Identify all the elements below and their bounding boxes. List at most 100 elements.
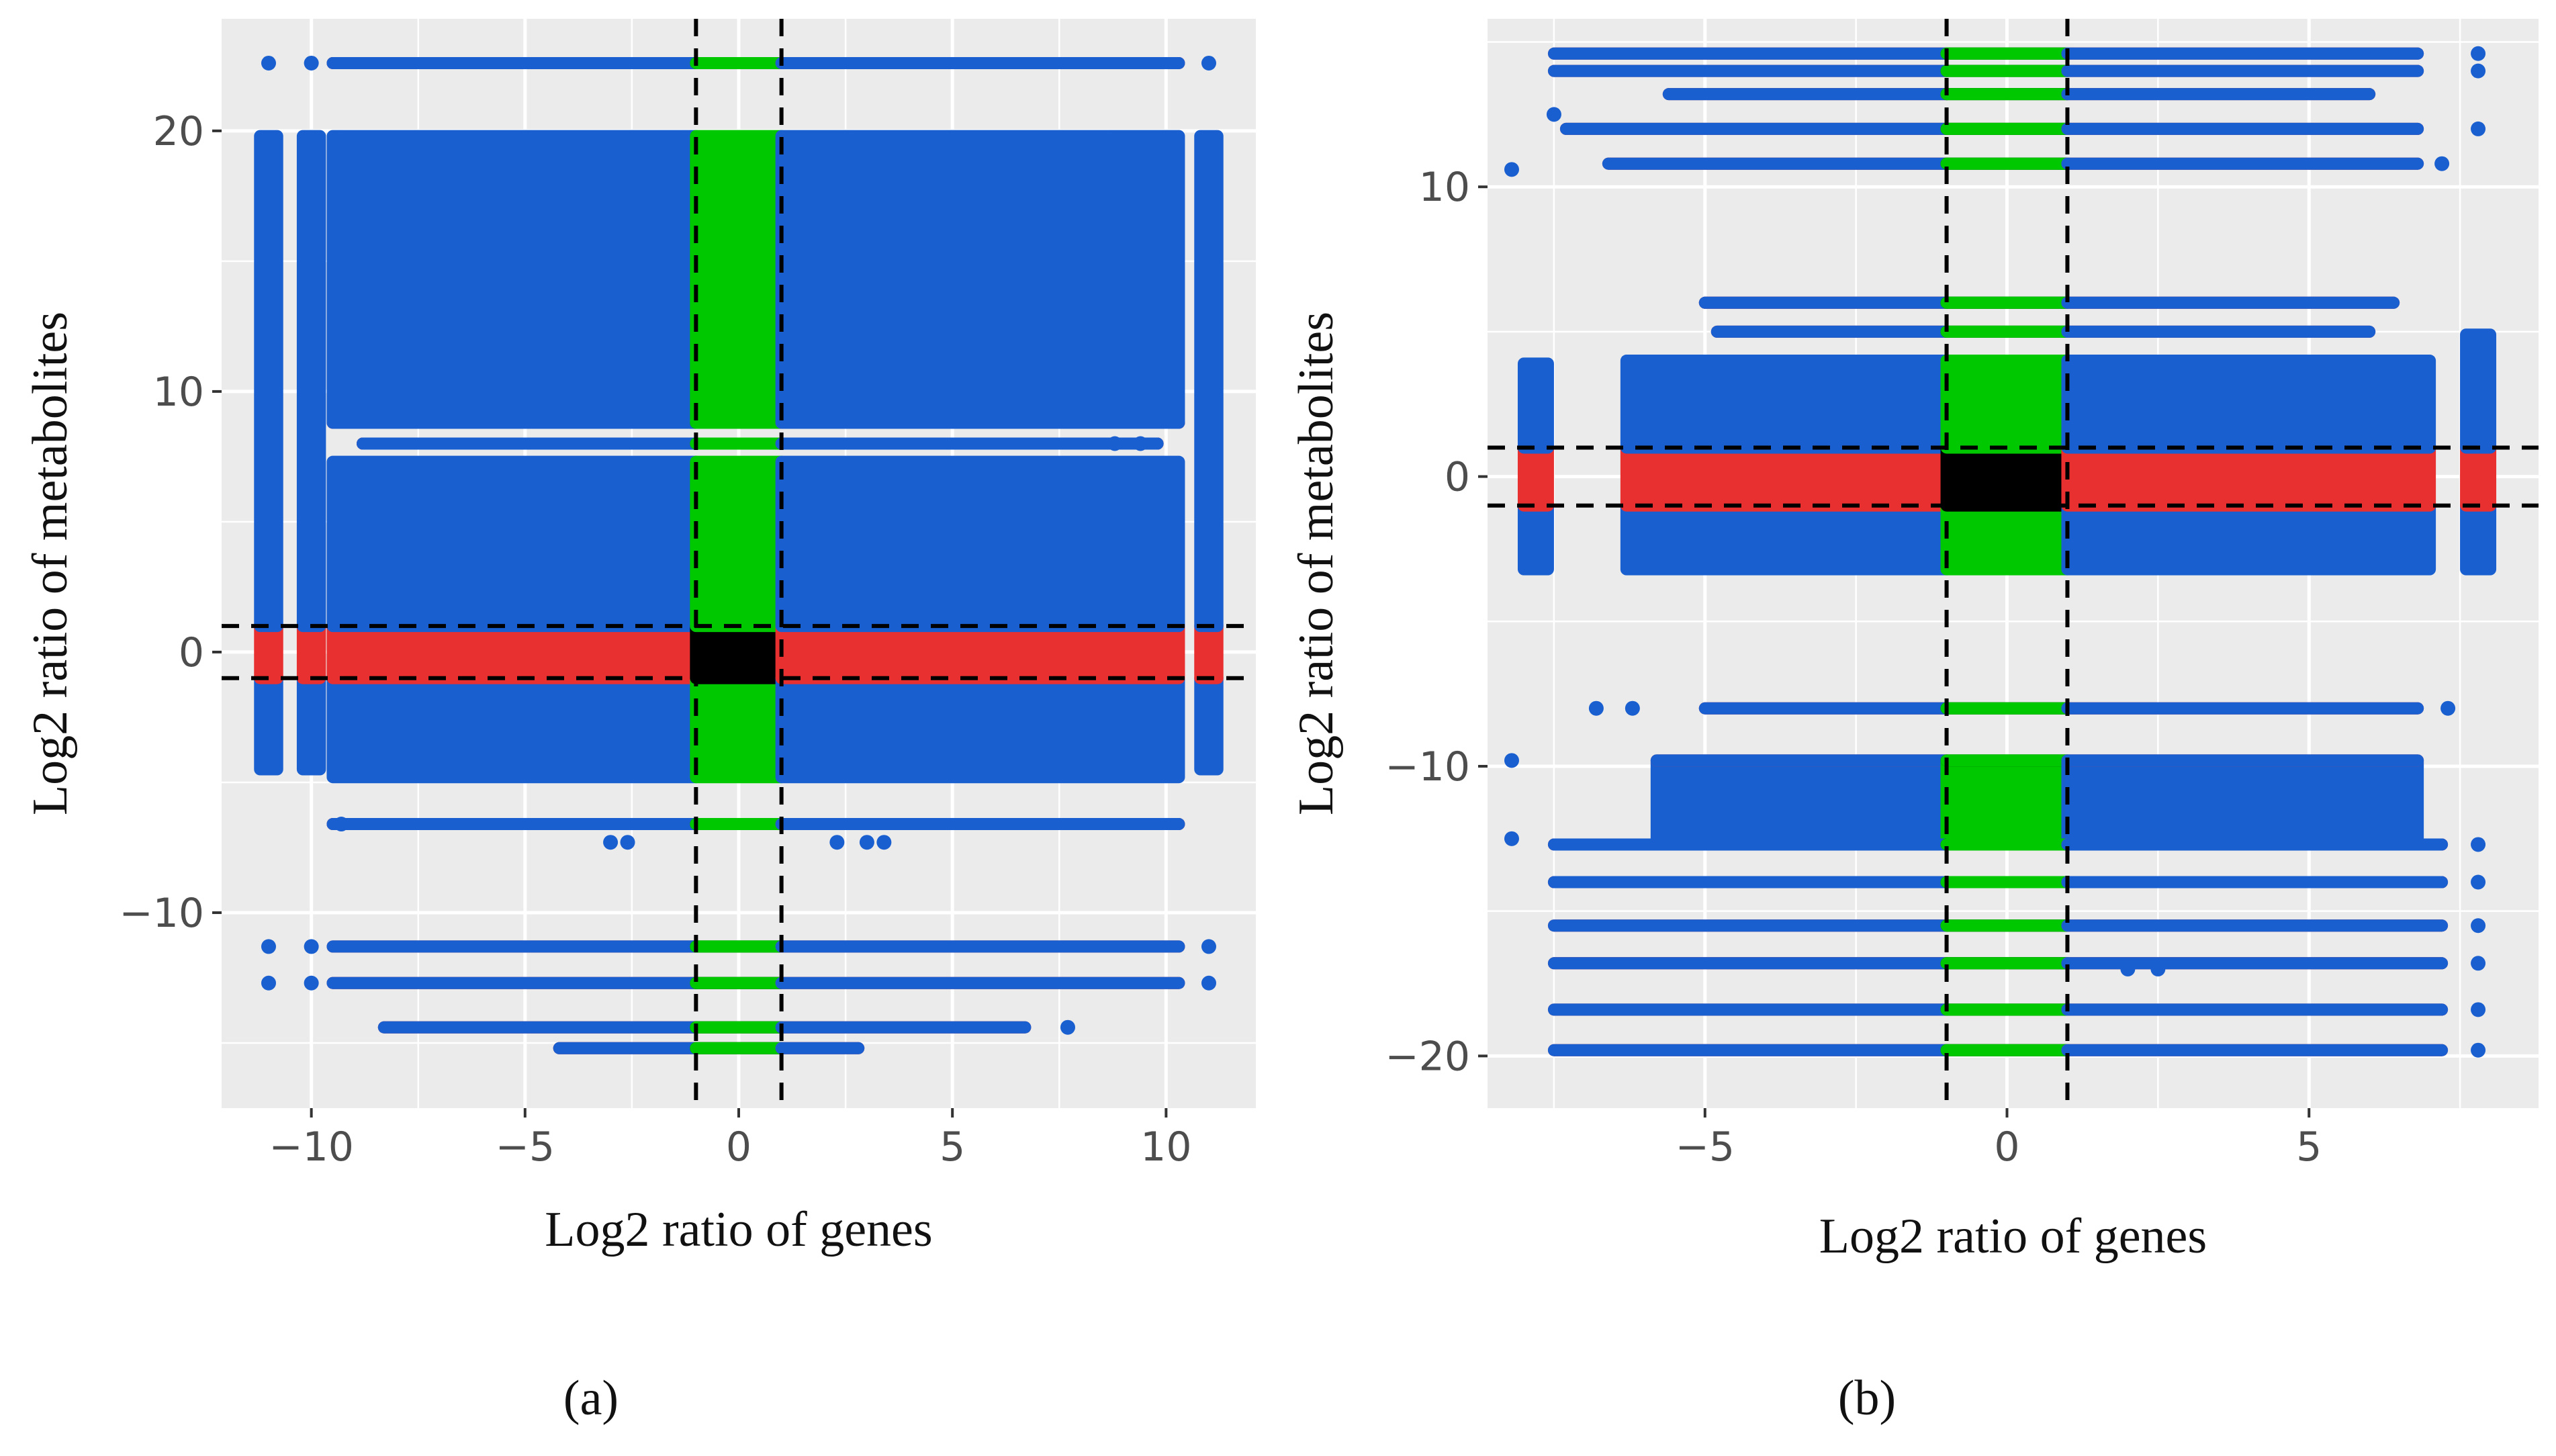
panel-b-point-band <box>2061 64 2424 77</box>
panel-a-y-tick-label: 10 <box>153 369 204 416</box>
panel-b-caption: (b) <box>1837 1371 1897 1426</box>
panel-b-point-block <box>2061 754 2424 845</box>
panel-a-x-tick-label: 10 <box>1140 1124 1191 1171</box>
panel-b-point-band <box>1940 838 2074 851</box>
panel-b-point-block <box>2061 499 2436 576</box>
panel-b-point-block <box>2460 328 2497 454</box>
panel-b-point <box>1504 753 1519 768</box>
panel-a-point-block <box>690 455 788 633</box>
panel-b-point <box>1504 162 1519 177</box>
panel-b-point-block <box>1517 441 1554 512</box>
panel-b-point <box>2471 63 2486 79</box>
panel-b-point <box>1504 831 1519 846</box>
panel-b-point-band <box>1940 919 2074 932</box>
panel-a-point <box>304 939 319 954</box>
panel-b-point <box>2471 1042 2486 1058</box>
panel-a-point-block <box>775 455 1185 633</box>
panel-a-point <box>261 975 276 991</box>
panel-a-point <box>1060 1019 1075 1035</box>
panel-b-point <box>2471 121 2486 136</box>
panel-a-point <box>1133 436 1148 451</box>
panel-b-point-block <box>1650 754 1953 767</box>
panel-a-point <box>261 939 276 954</box>
panel-a-point <box>261 55 276 71</box>
panel-a-point-block <box>775 672 1185 784</box>
panel-a-point-block <box>326 455 702 633</box>
panel-a-point-band <box>690 976 788 989</box>
panel-a-data-marks <box>254 55 1224 1054</box>
panel-b-axes: −5 0 5 −20 −10 0 10 Log2 ratio of genes Log2 rat… <box>1289 164 2322 1264</box>
panel-b-point-block <box>1517 499 1554 576</box>
panel-b-point-band <box>2061 838 2449 851</box>
panel-b-point <box>2471 918 2486 934</box>
panel-a-point-band <box>775 940 1185 953</box>
panel-b-point <box>2434 156 2450 171</box>
panel-b-point <box>2471 956 2486 971</box>
panel-b-point-band <box>1940 47 2074 60</box>
panel-b-point-band <box>2061 702 2424 715</box>
panel-a-point-band <box>690 1021 788 1034</box>
panel-a-point-band <box>326 940 702 953</box>
panel-b-point-block <box>1620 499 1953 576</box>
panel-b-point-band <box>2061 122 2424 135</box>
panel-b-point-block <box>1620 441 1953 512</box>
panel-a-point <box>620 835 635 850</box>
panel-a-point-band <box>326 976 702 989</box>
panel-b-point-band <box>1940 296 2074 309</box>
panel-b-point-block <box>1517 357 1554 454</box>
panel-b-point-band <box>1940 325 2074 338</box>
panel-b-point-band <box>1698 702 1953 715</box>
panel-b-point <box>2440 700 2456 716</box>
panel-b-point-band <box>2061 296 2400 309</box>
panel-b-point-block <box>1940 499 2074 576</box>
panel-a-point-block <box>1194 672 1224 776</box>
panel-b-point-band <box>1559 122 1953 135</box>
panel-b-point <box>2150 961 2166 976</box>
panel-a-point-block <box>296 130 326 633</box>
panel-a-point-band <box>690 940 788 953</box>
panel-a-point-block <box>326 672 702 784</box>
panel-b-point-band <box>1940 122 2074 135</box>
panel-a-point <box>1086 756 1101 772</box>
panel-a-x-axis-title: Log2 ratio of genes <box>545 1202 932 1257</box>
panel-a-point-band <box>775 437 1164 450</box>
panel-b-point-band <box>2061 1003 2449 1016</box>
panel-a-point-band <box>553 1042 702 1054</box>
panel-b-x-axis-title: Log2 ratio of genes <box>1819 1209 2207 1264</box>
panel-b-point-band <box>2061 47 2424 60</box>
panel-b-point-band <box>1547 64 1953 77</box>
panel-a-point-band <box>775 56 1185 69</box>
panel-b-point-band <box>2061 1044 2449 1056</box>
panel-b-point-block <box>2460 441 2497 512</box>
panel-b-point <box>2471 1002 2486 1017</box>
panel-b-data-marks <box>1504 46 2497 1058</box>
panel-a-point <box>1201 939 1216 954</box>
panel-b-point-band <box>2061 919 2449 932</box>
panel-a-point <box>859 835 874 850</box>
panel-a-x-tick-label: 5 <box>940 1124 965 1171</box>
panel-b-point-band <box>1698 296 1953 309</box>
panel-a-point <box>1107 436 1122 451</box>
panel-b-point-band <box>1547 1044 1953 1056</box>
panel-a-point <box>829 835 845 850</box>
panel-b-y-tick-label: 10 <box>1419 164 1470 211</box>
panel-b-point-band <box>1547 919 1953 932</box>
panel-a-point-band <box>690 56 788 69</box>
panel-b-point <box>2471 46 2486 61</box>
panel-a-x-tick-label: −5 <box>496 1124 555 1171</box>
panel-a-point <box>1201 975 1216 991</box>
panel-a-point-band <box>326 818 702 831</box>
panel-a-point-band <box>377 1021 702 1034</box>
panel-a-y-tick-label: 0 <box>179 629 204 676</box>
panel-a-x-tick-label: −10 <box>269 1124 354 1171</box>
panel-b-point-block <box>1620 355 1953 454</box>
panel-b-x-tick-label: −5 <box>1676 1124 1735 1171</box>
panel-b-point-band <box>1940 702 2074 715</box>
panel-b-x-tick-label: 0 <box>1994 1124 2019 1171</box>
panel-a-point-band <box>775 818 1185 831</box>
panel-a-point <box>1201 55 1216 71</box>
panel-a-point-block <box>254 672 283 776</box>
panel-a-point-block <box>1194 130 1224 633</box>
panel-b-point-block <box>2460 499 2497 576</box>
